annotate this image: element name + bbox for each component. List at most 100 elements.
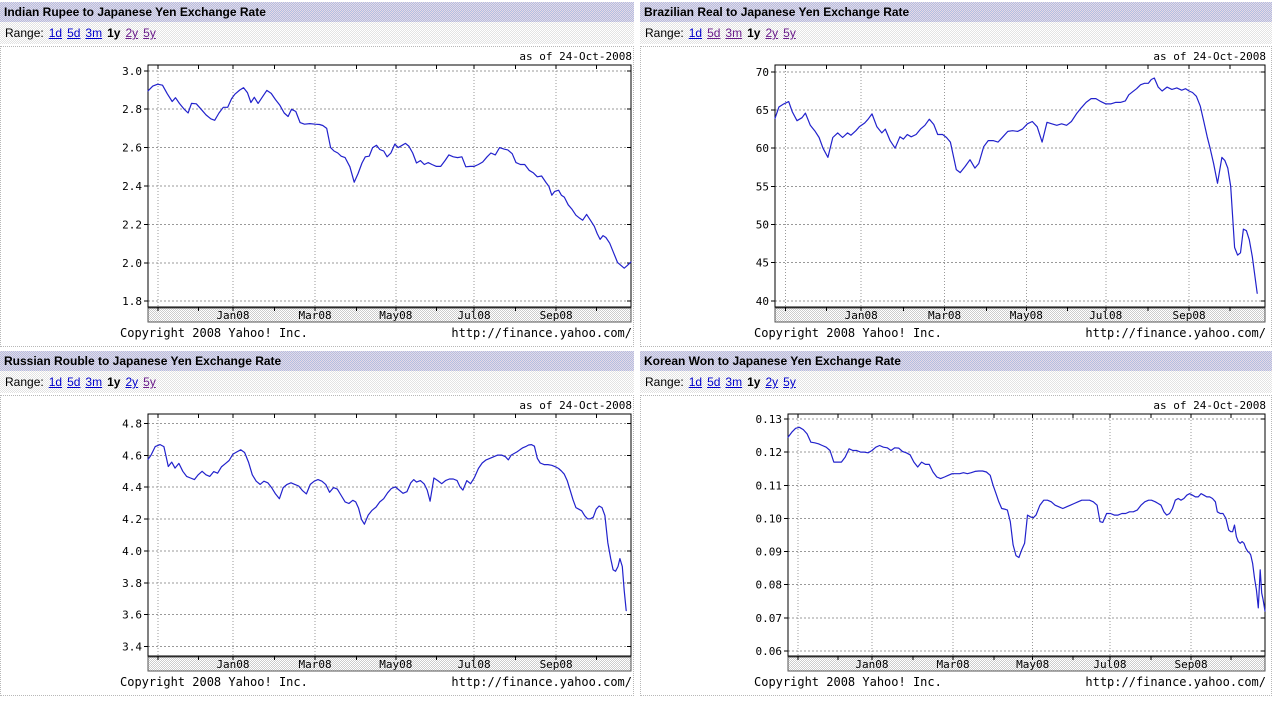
svg-text:Sep08: Sep08 <box>1172 309 1205 322</box>
svg-text:0.08: 0.08 <box>756 579 783 592</box>
range-links: 1d 5d 3m 1y 2y 5y <box>44 26 156 40</box>
module-korean-won: Korean Won to Japanese Yen Exchange Rate… <box>640 351 1272 696</box>
price-chart-rub-jpy: 4.8 4.6 4.4 4.2 4.0 3.8 3.6 3.4 Jan08 Mar08 May08 J… <box>120 413 632 673</box>
svg-text:3.0: 3.0 <box>122 65 142 78</box>
copyright-text: Copyright 2008 Yahoo! Inc. <box>120 326 308 340</box>
svg-text:2.6: 2.6 <box>122 142 142 155</box>
svg-text:4.6: 4.6 <box>122 449 142 462</box>
range-link-1d[interactable]: 1d <box>48 375 63 389</box>
svg-text:3.8: 3.8 <box>122 577 142 590</box>
as-of-date: as of 24-Oct-2008 <box>519 50 632 63</box>
copyright-text: Copyright 2008 Yahoo! Inc. <box>754 675 942 689</box>
svg-text:Jul08: Jul08 <box>1093 658 1126 671</box>
copyright-text: Copyright 2008 Yahoo! Inc. <box>754 326 942 340</box>
svg-text:Sep08: Sep08 <box>1175 658 1208 671</box>
svg-text:4.8: 4.8 <box>122 418 142 431</box>
svg-text:4.2: 4.2 <box>122 513 142 526</box>
svg-text:70: 70 <box>756 66 769 79</box>
svg-text:May08: May08 <box>379 658 412 671</box>
chart-panel: as of 24-Oct-2008 3.0 2.8 2.6 2.4 2.2 2.0 1.8 J… <box>0 46 634 347</box>
module-title: Indian Rupee to Japanese Yen Exchange Ra… <box>0 2 634 22</box>
chart-panel: as of 24-Oct-2008 4.8 4.6 4.4 4.2 4.0 3.8 3.6 3… <box>0 395 634 696</box>
range-link-5d[interactable]: 5d <box>707 375 721 389</box>
range-label: Range: <box>645 375 684 389</box>
as-of-date: as of 24-Oct-2008 <box>1153 399 1266 412</box>
range-link-1d[interactable]: 1d <box>688 26 703 40</box>
svg-text:Sep08: Sep08 <box>540 658 573 671</box>
chart-footer: Copyright 2008 Yahoo! Inc. http://financ… <box>754 325 1266 341</box>
range-link-5y[interactable]: 5y <box>143 375 156 389</box>
svg-text:40: 40 <box>756 295 769 308</box>
chart-image: as of 24-Oct-2008 3.0 2.8 2.6 2.4 2.2 2.0 1.8 J… <box>120 50 632 341</box>
svg-text:May08: May08 <box>1010 309 1043 322</box>
chart-image: as of 24-Oct-2008 0.13 0.12 0.11 0.10 0.09 0.… <box>754 399 1266 690</box>
copyright-text: Copyright 2008 Yahoo! Inc. <box>120 675 308 689</box>
svg-text:May08: May08 <box>1016 658 1049 671</box>
as-of-date: as of 24-Oct-2008 <box>1153 50 1266 63</box>
page-title: Korean Won to Japanese Yen Exchange Rate <box>644 354 901 368</box>
range-link-2y[interactable]: 2y <box>125 375 139 389</box>
range-link-5y[interactable]: 5y <box>143 26 156 40</box>
range-link-5y[interactable]: 5y <box>783 26 796 40</box>
svg-text:0.11: 0.11 <box>756 479 783 492</box>
as-of-date: as of 24-Oct-2008 <box>519 399 632 412</box>
range-current-1y: 1y <box>107 26 121 40</box>
svg-text:2.8: 2.8 <box>122 103 142 116</box>
range-selector: Range: 1d 5d 3m 1y 2y 5y <box>0 371 634 393</box>
range-link-5d[interactable]: 5d <box>707 26 721 40</box>
svg-text:Jul08: Jul08 <box>457 309 490 322</box>
range-link-5y[interactable]: 5y <box>783 375 796 389</box>
module-title: Russian Rouble to Japanese Yen Exchange … <box>0 351 634 371</box>
range-link-5d[interactable]: 5d <box>67 375 81 389</box>
svg-text:4.0: 4.0 <box>122 545 142 558</box>
range-link-1d[interactable]: 1d <box>48 26 63 40</box>
range-link-2y[interactable]: 2y <box>765 26 779 40</box>
svg-text:Jan08: Jan08 <box>855 658 888 671</box>
svg-text:Mar08: Mar08 <box>299 658 332 671</box>
page-title: Russian Rouble to Japanese Yen Exchange … <box>4 354 282 368</box>
range-link-2y[interactable]: 2y <box>125 26 139 40</box>
chart-image: as of 24-Oct-2008 4.8 4.6 4.4 4.2 4.0 3.8 3.6 3… <box>120 399 632 690</box>
svg-text:0.06: 0.06 <box>756 645 783 658</box>
range-link-3m[interactable]: 3m <box>85 375 103 389</box>
finance-url: http://finance.yahoo.com/ <box>451 326 632 340</box>
svg-text:3.4: 3.4 <box>122 640 142 653</box>
svg-text:Jan08: Jan08 <box>216 658 249 671</box>
price-chart-inr-jpy: 3.0 2.8 2.6 2.4 2.2 2.0 1.8 Jan08 Mar08 May08 Jul0… <box>120 64 632 324</box>
svg-text:2.4: 2.4 <box>122 180 142 193</box>
range-links: 1d 5d 3m 1y 2y 5y <box>684 26 796 40</box>
range-label: Range: <box>5 375 44 389</box>
range-link-1d[interactable]: 1d <box>688 375 703 389</box>
chart-footer: Copyright 2008 Yahoo! Inc. http://financ… <box>754 674 1266 690</box>
svg-text:Mar08: Mar08 <box>299 309 332 322</box>
range-link-5d[interactable]: 5d <box>67 26 81 40</box>
svg-text:0.09: 0.09 <box>756 546 783 559</box>
range-selector: Range: 1d 5d 3m 1y 2y 5y <box>640 22 1272 44</box>
svg-text:4.4: 4.4 <box>122 481 142 494</box>
svg-text:0.10: 0.10 <box>756 512 783 525</box>
range-selector: Range: 1d 5d 3m 1y 2y 5y <box>640 371 1272 393</box>
range-link-2y[interactable]: 2y <box>765 375 779 389</box>
price-chart-krw-jpy: 0.13 0.12 0.11 0.10 0.09 0.08 0.07 0.06 Jan08 Mar… <box>754 413 1266 673</box>
range-link-3m[interactable]: 3m <box>85 26 103 40</box>
svg-text:50: 50 <box>756 219 769 232</box>
range-current-1y: 1y <box>747 26 761 40</box>
svg-text:55: 55 <box>756 180 769 193</box>
range-link-3m[interactable]: 3m <box>725 375 743 389</box>
svg-text:Sep08: Sep08 <box>540 309 573 322</box>
svg-text:May08: May08 <box>379 309 412 322</box>
chart-panel: as of 24-Oct-2008 70 65 60 55 50 45 40 Jan08 Mar… <box>640 46 1272 347</box>
svg-text:65: 65 <box>756 104 769 117</box>
svg-text:Jul08: Jul08 <box>1089 309 1122 322</box>
svg-text:0.07: 0.07 <box>756 612 783 625</box>
chart-footer: Copyright 2008 Yahoo! Inc. http://financ… <box>120 325 632 341</box>
range-links: 1d 5d 3m 1y 2y 5y <box>44 375 156 389</box>
finance-url: http://finance.yahoo.com/ <box>451 675 632 689</box>
chart-image: as of 24-Oct-2008 70 65 60 55 50 45 40 Jan08 Mar… <box>754 50 1266 341</box>
svg-text:0.12: 0.12 <box>756 446 783 459</box>
svg-text:0.13: 0.13 <box>756 413 783 426</box>
range-link-3m[interactable]: 3m <box>725 26 743 40</box>
range-current-1y: 1y <box>747 375 761 389</box>
page-title: Brazilian Real to Japanese Yen Exchange … <box>644 5 910 19</box>
